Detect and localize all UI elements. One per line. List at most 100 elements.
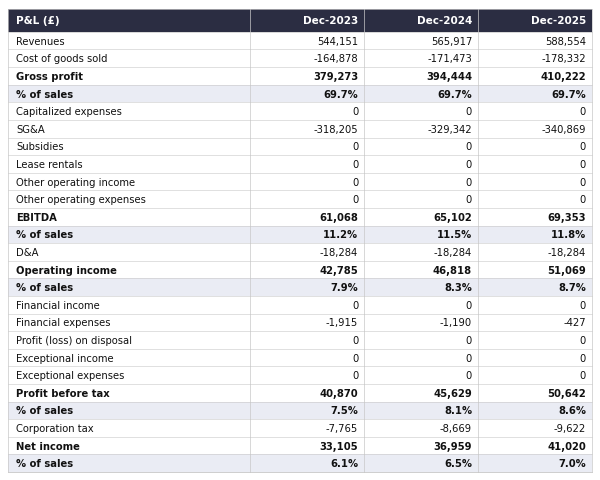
Bar bbox=[8, 244, 250, 261]
Text: 7.9%: 7.9% bbox=[331, 283, 358, 292]
Text: % of sales: % of sales bbox=[16, 406, 73, 416]
Text: 0: 0 bbox=[466, 371, 472, 380]
Text: 0: 0 bbox=[352, 159, 358, 169]
Bar bbox=[250, 50, 364, 68]
Text: 41,020: 41,020 bbox=[547, 441, 586, 451]
Text: 0: 0 bbox=[466, 353, 472, 363]
Bar bbox=[8, 103, 250, 120]
Bar bbox=[8, 50, 250, 68]
Bar bbox=[478, 226, 592, 244]
Bar bbox=[364, 173, 478, 191]
Text: Exceptional expenses: Exceptional expenses bbox=[16, 371, 124, 380]
Bar bbox=[250, 120, 364, 138]
Text: -318,205: -318,205 bbox=[314, 124, 358, 134]
Text: Gross profit: Gross profit bbox=[16, 72, 83, 82]
Bar bbox=[478, 208, 592, 226]
Text: Financial expenses: Financial expenses bbox=[16, 318, 110, 328]
Text: 8.6%: 8.6% bbox=[558, 406, 586, 416]
Bar bbox=[8, 261, 250, 279]
Text: Other operating income: Other operating income bbox=[16, 177, 135, 187]
Bar bbox=[478, 50, 592, 68]
Text: D&A: D&A bbox=[16, 247, 38, 257]
Bar bbox=[250, 85, 364, 103]
Bar bbox=[250, 103, 364, 120]
Text: Dec-2024: Dec-2024 bbox=[417, 16, 472, 26]
Text: 69.7%: 69.7% bbox=[551, 89, 586, 99]
Bar bbox=[8, 420, 250, 437]
Text: % of sales: % of sales bbox=[16, 89, 73, 99]
Text: 0: 0 bbox=[580, 353, 586, 363]
Bar bbox=[250, 33, 364, 50]
Text: % of sales: % of sales bbox=[16, 458, 73, 468]
Text: 0: 0 bbox=[580, 107, 586, 117]
Text: 8.3%: 8.3% bbox=[444, 283, 472, 292]
Bar bbox=[364, 402, 478, 420]
Text: Dec-2023: Dec-2023 bbox=[303, 16, 358, 26]
Bar bbox=[364, 384, 478, 402]
Text: 0: 0 bbox=[352, 107, 358, 117]
Bar bbox=[364, 33, 478, 50]
Text: 40,870: 40,870 bbox=[320, 388, 358, 398]
Bar bbox=[8, 279, 250, 296]
Bar bbox=[364, 314, 478, 332]
Bar bbox=[364, 332, 478, 349]
Text: 0: 0 bbox=[352, 353, 358, 363]
Bar bbox=[250, 68, 364, 85]
Bar bbox=[8, 437, 250, 455]
Bar bbox=[478, 68, 592, 85]
Bar bbox=[364, 156, 478, 173]
Bar bbox=[364, 296, 478, 314]
Bar bbox=[8, 10, 250, 33]
Text: 544,151: 544,151 bbox=[317, 36, 358, 47]
Text: 61,068: 61,068 bbox=[319, 212, 358, 222]
Bar bbox=[8, 120, 250, 138]
Bar bbox=[364, 50, 478, 68]
Bar bbox=[478, 455, 592, 472]
Text: Other operating expenses: Other operating expenses bbox=[16, 195, 146, 204]
Bar bbox=[478, 367, 592, 384]
Bar bbox=[8, 85, 250, 103]
Bar bbox=[8, 226, 250, 244]
Text: -18,284: -18,284 bbox=[548, 247, 586, 257]
Text: -171,473: -171,473 bbox=[427, 54, 472, 64]
Bar bbox=[250, 208, 364, 226]
Bar bbox=[8, 191, 250, 208]
Text: 0: 0 bbox=[466, 335, 472, 345]
Text: Subsidies: Subsidies bbox=[16, 142, 64, 152]
Bar bbox=[250, 367, 364, 384]
Bar bbox=[250, 384, 364, 402]
Bar bbox=[478, 402, 592, 420]
Bar bbox=[364, 244, 478, 261]
Text: 11.5%: 11.5% bbox=[437, 230, 472, 240]
Text: 8.7%: 8.7% bbox=[558, 283, 586, 292]
Text: 0: 0 bbox=[352, 177, 358, 187]
Bar bbox=[8, 173, 250, 191]
Bar bbox=[8, 296, 250, 314]
Bar bbox=[250, 226, 364, 244]
Text: Net income: Net income bbox=[16, 441, 80, 451]
Text: 8.1%: 8.1% bbox=[444, 406, 472, 416]
Text: 0: 0 bbox=[466, 177, 472, 187]
Text: 0: 0 bbox=[352, 142, 358, 152]
Text: -340,869: -340,869 bbox=[542, 124, 586, 134]
Text: 0: 0 bbox=[466, 159, 472, 169]
Bar bbox=[364, 367, 478, 384]
Text: 42,785: 42,785 bbox=[319, 265, 358, 275]
Bar bbox=[250, 349, 364, 367]
Bar bbox=[8, 138, 250, 156]
Bar bbox=[250, 420, 364, 437]
Text: Financial income: Financial income bbox=[16, 300, 100, 310]
Text: 379,273: 379,273 bbox=[313, 72, 358, 82]
Bar bbox=[478, 103, 592, 120]
Bar bbox=[478, 437, 592, 455]
Bar bbox=[250, 437, 364, 455]
Text: 0: 0 bbox=[580, 300, 586, 310]
Bar bbox=[478, 156, 592, 173]
Text: 51,069: 51,069 bbox=[547, 265, 586, 275]
Bar bbox=[364, 279, 478, 296]
Bar bbox=[8, 367, 250, 384]
Text: P&L (£): P&L (£) bbox=[16, 16, 59, 26]
Text: 50,642: 50,642 bbox=[547, 388, 586, 398]
Bar bbox=[250, 296, 364, 314]
Bar bbox=[478, 33, 592, 50]
